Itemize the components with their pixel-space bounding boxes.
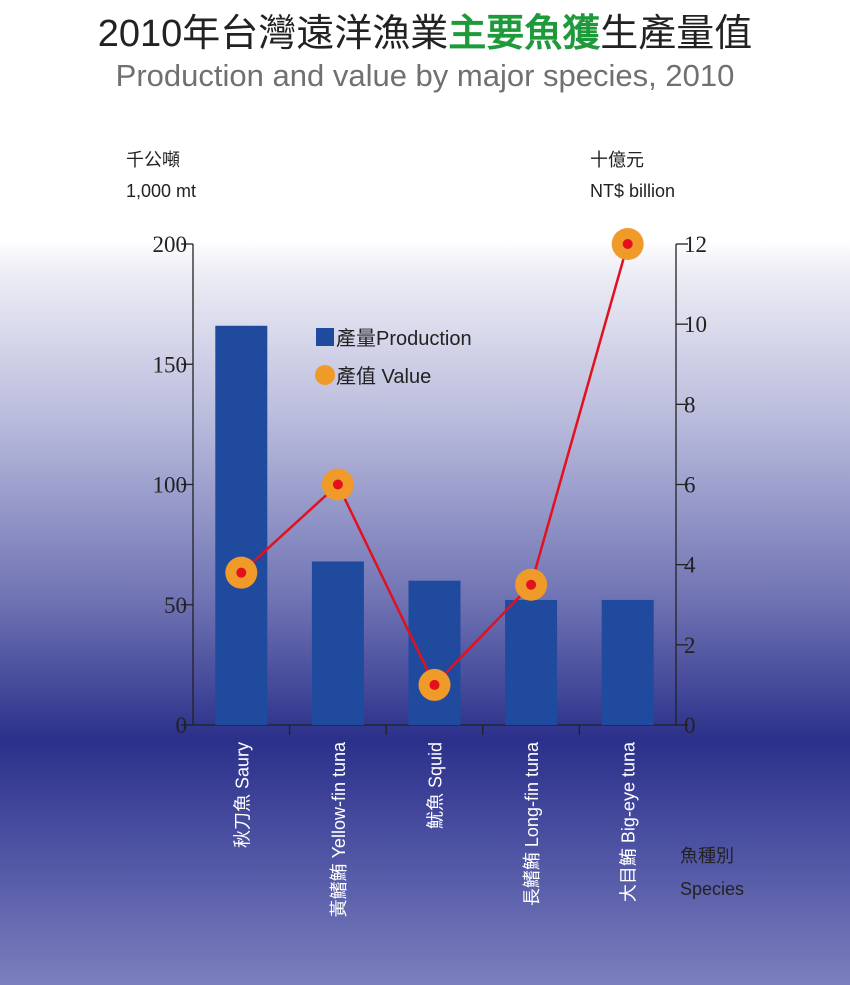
bar-1 [311, 561, 364, 725]
title-part2: 生產量值 [600, 13, 753, 55]
left-tick-label: 200 [153, 232, 188, 257]
x-axis-label-en: Species [680, 879, 745, 899]
legend-bar-swatch [316, 328, 334, 346]
value-point-0 [236, 567, 247, 578]
chart-title: 2010年台灣遠洋漁業主要魚獲生產量值 [0, 2, 850, 57]
title-highlight: 主要魚獲 [448, 10, 601, 55]
right-tick-label: 4 [684, 553, 696, 578]
bar-4 [601, 599, 654, 725]
legend-value-swatch [315, 365, 335, 385]
title-part1: 2010年台灣遠洋漁業 [97, 13, 449, 55]
bar-2 [408, 580, 461, 725]
right-tick-label: 2 [684, 633, 696, 658]
legend-value-label: 產值 Value [336, 365, 431, 388]
x-tick-label: 秋刀魚 Saury [232, 742, 252, 848]
bar-3 [505, 599, 558, 725]
x-tick-label: 長鰭鮪 Long-fin tuna [522, 741, 542, 906]
right-tick-label: 10 [684, 312, 707, 337]
left-tick-label: 50 [164, 593, 187, 618]
right-tick-label: 6 [684, 473, 696, 498]
left-tick-label: 100 [153, 473, 188, 498]
x-tick-label: 魷魚 Squid [426, 742, 446, 829]
x-axis-label-zh: 魚種別 [680, 846, 734, 866]
right-tick-label: 12 [684, 232, 707, 257]
left-tick-label: 150 [153, 352, 188, 377]
value-point-3 [526, 579, 537, 590]
value-point-1 [332, 479, 343, 490]
value-point-2 [429, 679, 440, 690]
x-tick-label: 大目鮪 Big-eye tuna [619, 741, 639, 902]
value-point-4 [622, 239, 633, 249]
right-axis-label-zh: 十億元 [590, 150, 644, 170]
left-tick-label: 0 [176, 713, 188, 738]
bar-0 [215, 325, 268, 725]
right-tick-label: 8 [684, 392, 696, 417]
legend-bar-label: 產量Production [336, 327, 472, 350]
chart-subtitle: Production and value by major species, 2… [115, 58, 735, 93]
x-tick-label: 黃鰭鮪 Yellow-fin tuna [329, 741, 349, 917]
right-tick-label: 0 [684, 713, 696, 738]
left-axis-label-en: 1,000 mt [126, 181, 197, 201]
left-axis-label-zh: 千公噸 [126, 150, 180, 170]
right-axis-label-en: NT$ billion [590, 181, 676, 201]
